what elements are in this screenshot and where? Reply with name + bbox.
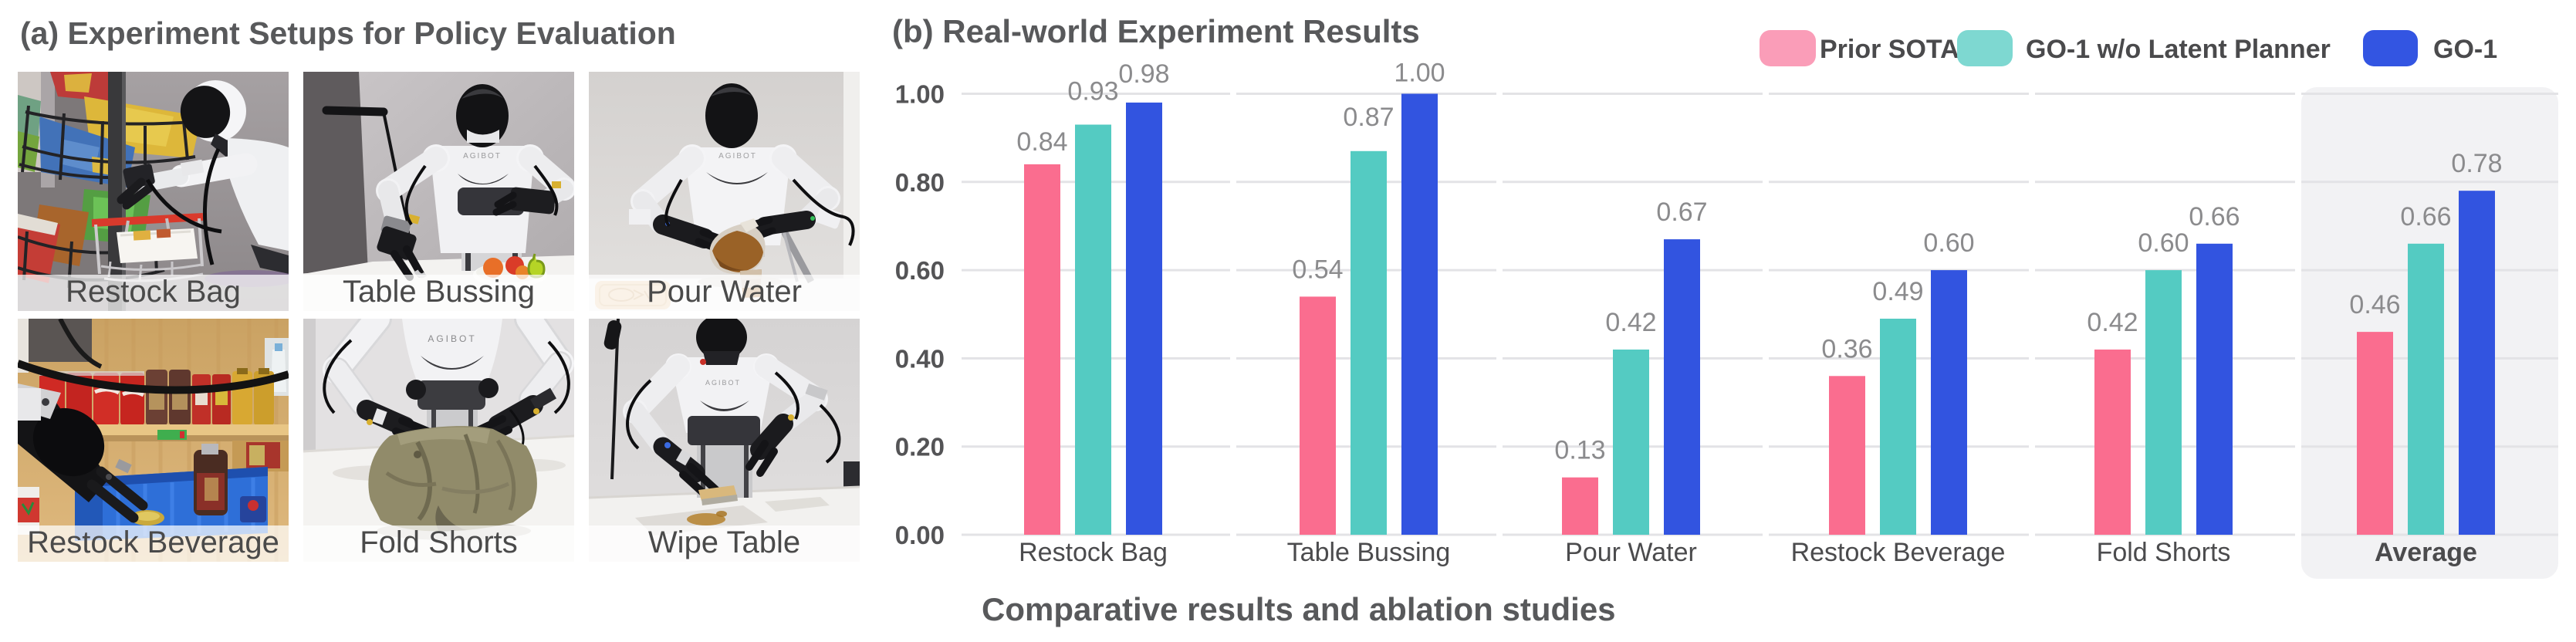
svg-text:Restock Bag: Restock Bag [1019, 538, 1168, 567]
svg-text:1.00: 1.00 [1394, 59, 1445, 88]
svg-text:Table Bussing: Table Bussing [1287, 538, 1451, 567]
svg-text:GO-1 w/o Latent Planner: GO-1 w/o Latent Planner [2026, 35, 2331, 64]
svg-text:AGIBOT: AGIBOT [705, 379, 741, 387]
svg-text:AGIBOT: AGIBOT [463, 152, 502, 160]
svg-text:0.60: 0.60 [1923, 228, 1974, 258]
svg-text:0.60: 0.60 [895, 256, 945, 285]
svg-text:GO-1: GO-1 [2433, 35, 2497, 64]
svg-text:Restock Bag: Restock Bag [66, 275, 241, 309]
svg-text:0.60: 0.60 [2138, 228, 2189, 258]
svg-text:AGIBOT: AGIBOT [718, 152, 757, 160]
svg-text:Restock Beverage: Restock Beverage [1791, 538, 2006, 567]
svg-text:0.00: 0.00 [895, 521, 945, 549]
svg-text:0.93: 0.93 [1067, 77, 1118, 106]
svg-text:0.84: 0.84 [1016, 127, 1067, 157]
svg-text:Table Bussing: Table Bussing [343, 275, 535, 309]
svg-text:0.49: 0.49 [1872, 277, 1923, 306]
svg-text:0.67: 0.67 [1656, 198, 1707, 227]
svg-text:0.46: 0.46 [2349, 290, 2400, 319]
svg-text:Fold Shorts: Fold Shorts [2097, 538, 2231, 567]
svg-text:0.42: 0.42 [1605, 308, 1656, 337]
svg-text:0.54: 0.54 [1292, 255, 1343, 284]
svg-text:0.78: 0.78 [2451, 149, 2502, 178]
svg-text:Prior SOTA: Prior SOTA [1820, 35, 1959, 64]
svg-text:AGIBOT: AGIBOT [428, 333, 476, 344]
svg-text:Restock Beverage: Restock Beverage [27, 525, 279, 559]
svg-text:Average: Average [2375, 538, 2477, 567]
svg-text:0.36: 0.36 [1821, 334, 1872, 363]
svg-text:0.20: 0.20 [895, 433, 945, 461]
svg-text:0.13: 0.13 [1554, 436, 1605, 465]
svg-text:1.00: 1.00 [895, 80, 945, 109]
svg-text:0.40: 0.40 [895, 344, 945, 373]
svg-text:0.42: 0.42 [2087, 308, 2138, 337]
svg-text:Fold Shorts: Fold Shorts [360, 525, 518, 559]
svg-text:0.66: 0.66 [2400, 202, 2451, 231]
svg-text:Pour Water: Pour Water [1565, 538, 1697, 567]
svg-text:0.80: 0.80 [895, 168, 945, 197]
svg-text:Wipe Table: Wipe Table [648, 525, 800, 559]
svg-text:0.87: 0.87 [1343, 103, 1394, 132]
svg-text:0.66: 0.66 [2189, 202, 2240, 231]
svg-text:Pour Water: Pour Water [647, 275, 802, 309]
svg-text:0.98: 0.98 [1118, 59, 1169, 89]
